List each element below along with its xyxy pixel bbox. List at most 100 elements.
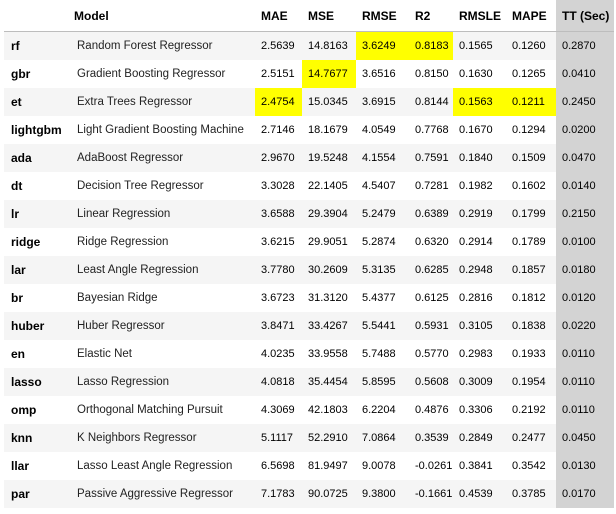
row-index-label: dt <box>11 179 23 193</box>
tt-sec-cell: 0.0110 <box>556 340 614 368</box>
rmse-cell: 9.3800 <box>356 480 409 508</box>
table-row: knn K Neighbors Regressor 5.1117 52.2910 7.0… <box>4 424 614 452</box>
table-row: huber Huber Regressor 3.8471 33.4267 5.5441 0… <box>4 312 614 340</box>
mae-cell: 6.5698 <box>261 460 295 472</box>
tt-sec-cell: 0.0180 <box>556 256 614 284</box>
table-row: br Bayesian Ridge 3.6723 31.3120 5.4377 0.612… <box>4 284 614 312</box>
header-mse: MSE <box>302 0 356 32</box>
model-name-cell: Light Gradient Boosting Machine <box>77 124 244 136</box>
mape-cell: 0.1838 <box>506 312 556 340</box>
tt-sec-cell: 0.0110 <box>556 396 614 424</box>
table-row: ada AdaBoost Regressor 2.9670 19.5248 4.1554… <box>4 144 614 172</box>
mape-cell: 0.1954 <box>506 368 556 396</box>
row-index-label: rf <box>4 31 68 60</box>
rmsle-cell: 0.2849 <box>453 424 506 452</box>
rmse-cell: 3.6249 <box>356 31 409 60</box>
rmsle-cell: 0.1563 <box>453 88 506 116</box>
rmse-cell: 4.1554 <box>356 144 409 172</box>
mape-cell: 0.3542 <box>512 460 546 472</box>
mse-cell: 35.4454 <box>302 368 356 396</box>
mape-cell: 0.1211 <box>506 88 556 116</box>
rmse-cell: 4.5407 <box>362 180 396 192</box>
mape-cell: 0.1260 <box>506 31 556 60</box>
mae-cell: 4.0818 <box>255 368 302 396</box>
rmse-cell: 5.2479 <box>356 200 409 228</box>
table-row: omp Orthogonal Matching Pursuit 4.3069 42.1… <box>4 396 614 424</box>
r2-cell: 0.3539 <box>409 424 453 452</box>
table-row: par Passive Aggressive Regressor 7.1783 90.… <box>4 480 614 508</box>
table-row: en Elastic Net 4.0235 33.9558 5.7488 0.5770 0.… <box>4 340 614 368</box>
model-name-cell: K Neighbors Regressor <box>68 424 255 452</box>
rmsle-cell: 0.3105 <box>453 312 506 340</box>
r2-cell: 0.8183 <box>409 31 453 60</box>
mae-cell: 3.3028 <box>261 180 295 192</box>
model-name-cell: AdaBoost Regressor <box>68 144 255 172</box>
table-row: ridge Ridge Regression 3.6215 29.9051 5.2874… <box>4 228 614 256</box>
table-row: rf Random Forest Regressor 2.5639 14.8163 3.… <box>4 31 614 60</box>
rmsle-cell: 0.3306 <box>459 404 493 416</box>
tt-sec-cell: 0.0470 <box>556 144 614 172</box>
mae-cell: 2.4754 <box>255 88 302 116</box>
mae-cell: 3.8471 <box>255 312 302 340</box>
mse-cell: 29.9051 <box>308 236 348 248</box>
r2-cell: 0.7768 <box>415 124 449 136</box>
rmsle-cell: 0.2816 <box>459 292 493 304</box>
row-index-label: lasso <box>4 368 68 396</box>
model-name-cell: Extra Trees Regressor <box>68 88 255 116</box>
table-row: lasso Lasso Regression 4.0818 35.4454 5.8595… <box>4 368 614 396</box>
model-name-cell: Passive Aggressive Regressor <box>68 480 255 508</box>
r2-cell: 0.6125 <box>415 292 449 304</box>
tt-sec-cell: 0.0140 <box>556 172 614 200</box>
model-comparison-table: Model MAE MSE RMSE R2 RMSLE MAPE TT (Sec… <box>4 0 614 508</box>
model-name-cell: Bayesian Ridge <box>77 292 158 304</box>
header-r2: R2 <box>409 0 453 32</box>
model-name-cell: Random Forest Regressor <box>68 31 255 60</box>
model-name-cell: Gradient Boosting Regressor <box>77 68 226 80</box>
rmse-cell: 5.4377 <box>362 292 396 304</box>
rmsle-cell: 0.2914 <box>459 236 493 248</box>
model-name-cell: Lasso Regression <box>68 368 255 396</box>
mape-cell: 0.1509 <box>506 144 556 172</box>
header-row: Model MAE MSE RMSE R2 RMSLE MAPE TT (Sec… <box>4 0 614 32</box>
header-mae: MAE <box>255 0 302 32</box>
rmse-cell: 6.2204 <box>362 404 396 416</box>
mse-cell: 33.4267 <box>302 312 356 340</box>
rmse-cell: 5.5441 <box>356 312 409 340</box>
model-name-cell: Elastic Net <box>77 348 132 360</box>
rmsle-cell: 0.1565 <box>453 31 506 60</box>
tt-sec-cell: 0.0120 <box>556 284 614 312</box>
table-row: llar Lasso Least Angle Regression 6.5698 81… <box>4 452 614 480</box>
rmsle-cell: 0.3009 <box>453 368 506 396</box>
mse-cell: 29.3904 <box>302 200 356 228</box>
mse-cell: 14.7677 <box>302 60 356 88</box>
rmsle-cell: 0.3841 <box>459 460 493 472</box>
tt-sec-cell: 0.0130 <box>556 452 614 480</box>
rmse-cell: 4.0549 <box>362 124 396 136</box>
mae-cell: 3.6215 <box>261 236 295 248</box>
mape-cell: 0.2477 <box>506 424 556 452</box>
r2-cell: 0.5770 <box>415 348 449 360</box>
row-index-label: en <box>11 347 26 361</box>
row-index-label: knn <box>4 424 68 452</box>
row-index-label: gbr <box>11 67 31 81</box>
rmsle-cell: 0.1670 <box>459 124 493 136</box>
row-index-label: et <box>4 88 68 116</box>
rmse-cell: 5.2874 <box>362 236 396 248</box>
mae-cell: 2.5639 <box>255 31 302 60</box>
model-name-cell: Linear Regression <box>68 200 255 228</box>
tt-sec-cell: 0.0100 <box>556 228 614 256</box>
rmsle-cell: 0.1982 <box>459 180 493 192</box>
mape-cell: 0.1812 <box>512 292 546 304</box>
tt-sec-cell: 0.0110 <box>556 368 614 396</box>
mse-cell: 15.0345 <box>302 88 356 116</box>
r2-cell: 0.4876 <box>415 404 449 416</box>
tt-sec-cell: 0.0200 <box>556 116 614 144</box>
rmsle-cell: 0.2948 <box>453 256 506 284</box>
rmsle-cell: 0.2983 <box>459 348 493 360</box>
tt-sec-cell: 0.2150 <box>556 200 614 228</box>
r2-cell: 0.6285 <box>409 256 453 284</box>
r2-cell: 0.8144 <box>409 88 453 116</box>
header-rmsle: RMSLE <box>453 0 506 32</box>
tt-sec-cell: 0.0170 <box>556 480 614 508</box>
table-row: lar Least Angle Regression 3.7780 30.2609 5.… <box>4 256 614 284</box>
